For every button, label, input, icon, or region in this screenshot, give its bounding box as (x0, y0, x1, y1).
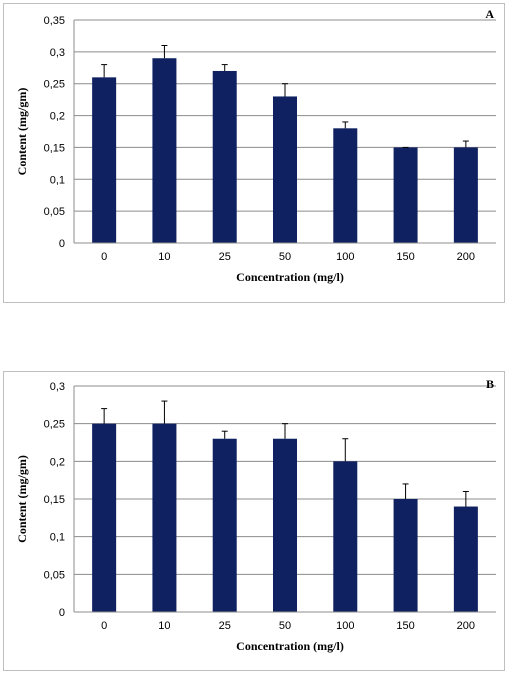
x-tick-label: 10 (158, 251, 170, 263)
x-tick-label: 50 (279, 251, 291, 263)
bar-25 (212, 70, 237, 243)
y-tick-label: 0 (59, 238, 65, 250)
bar-10 (152, 423, 177, 612)
x-tick-label: 50 (279, 620, 291, 632)
chart-panel-b: 0 0,05 0,1 0,15 0,2 0,25 0,3 0 10 25 50 100 150 200 Co… (3, 371, 505, 671)
x-tick-label: 200 (457, 251, 475, 263)
y-axis-title: Content (mg/gm) (15, 88, 29, 176)
x-tick-label: 200 (457, 620, 475, 632)
panel-label-a: A (485, 7, 494, 21)
chart-b-svg: 0 0,05 0,1 0,15 0,2 0,25 0,3 0 10 25 50 100 150 200 Co… (15, 377, 496, 653)
x-axis-title: Concentration (mg/l) (236, 639, 344, 653)
x-tick-label: 150 (396, 251, 414, 263)
x-tick-label: 100 (336, 620, 354, 632)
y-tick-label: 0,35 (44, 15, 65, 27)
bar-50 (273, 96, 297, 243)
bar-50 (273, 438, 297, 612)
y-tick-label: 0,15 (44, 494, 65, 506)
y-tick-label: 0,15 (44, 142, 65, 154)
bar-200 (453, 147, 478, 243)
bar-0 (92, 423, 117, 612)
y-tick-label: 0 (59, 607, 65, 619)
x-tick-label: 0 (101, 251, 107, 263)
x-tick-label: 25 (219, 620, 231, 632)
bar-10 (152, 58, 177, 243)
bar-100 (333, 128, 358, 243)
bar-150 (393, 499, 418, 612)
y-tick-label: 0,25 (44, 79, 65, 91)
bar-200 (453, 506, 478, 612)
y-tick-label: 0,05 (44, 569, 65, 581)
y-axis-title: Content (mg/gm) (15, 455, 29, 543)
bar-0 (92, 77, 117, 243)
x-axis-title: Concentration (mg/l) (236, 270, 344, 284)
bar-25 (212, 438, 237, 612)
y-tick-label: 0,3 (50, 47, 65, 59)
x-tick-label: 150 (396, 620, 414, 632)
bar-150 (393, 147, 418, 243)
y-tick-label: 0,05 (44, 206, 65, 218)
x-tick-label: 100 (336, 251, 354, 263)
panel-label-b: B (486, 377, 494, 391)
bar-100 (333, 461, 358, 612)
y-tick-label: 0,25 (44, 419, 65, 431)
x-tick-label: 10 (158, 620, 170, 632)
x-tick-label: 0 (101, 620, 107, 632)
y-tick-label: 0,1 (50, 174, 65, 186)
y-tick-label: 0,2 (50, 111, 65, 123)
chart-panel-a: 0 0,05 0,1 0,15 0,2 0,25 0,3 0,35 0 10 25 50 100 150 2… (3, 3, 505, 303)
x-tick-label: 25 (219, 251, 231, 263)
chart-a-svg: 0 0,05 0,1 0,15 0,2 0,25 0,3 0,35 0 10 25 50 100 150 2… (15, 7, 496, 284)
y-tick-label: 0,2 (50, 456, 65, 468)
y-tick-label: 0,3 (50, 381, 65, 393)
y-tick-label: 0,1 (50, 532, 65, 544)
